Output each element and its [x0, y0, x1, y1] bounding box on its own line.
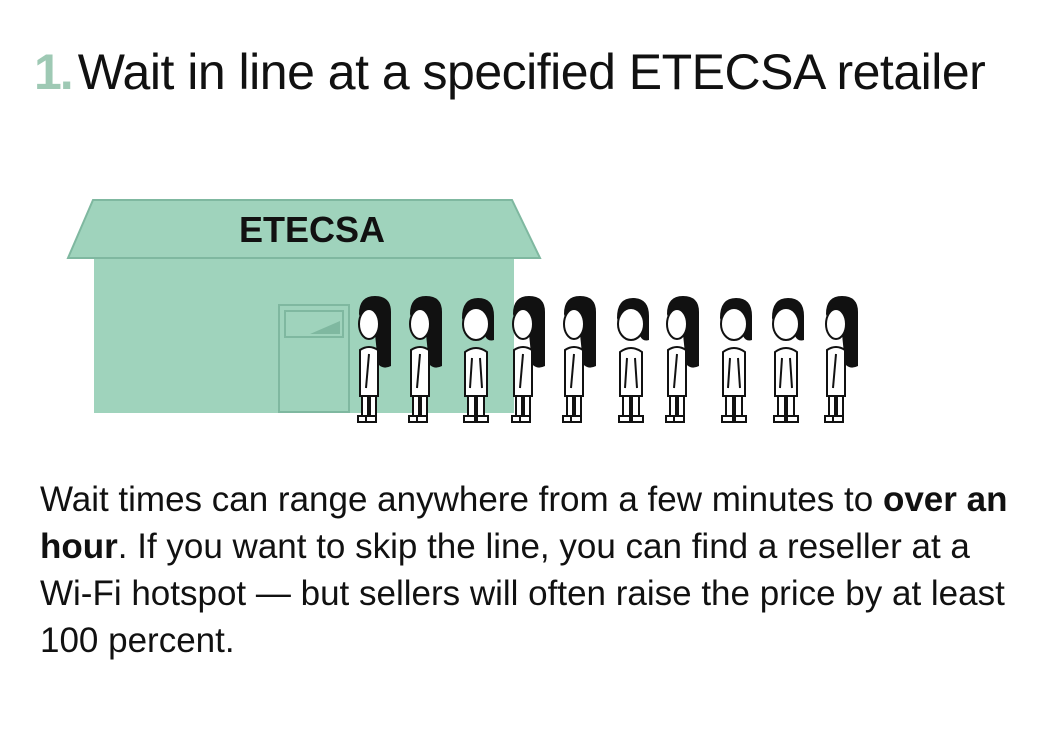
person-icon — [665, 295, 700, 423]
queue-illustration: ETECSA — [66, 199, 859, 423]
description-lead: Wait times can range anywhere from a few… — [40, 480, 874, 519]
person-icon — [771, 297, 805, 423]
description-rest: . If you want to skip the line, you can … — [40, 527, 1005, 660]
step-title: Wait in line at a specified ETECSA retai… — [77, 44, 986, 100]
store-building — [94, 258, 514, 413]
person-icon — [562, 295, 597, 423]
description-emphasis: over an hour — [40, 480, 1008, 566]
person-icon — [616, 297, 650, 423]
store-door — [278, 304, 350, 413]
store-roof — [66, 199, 542, 259]
person-icon — [824, 295, 859, 423]
step-heading: 1. Wait in line at a specified ETECSA ret… — [34, 40, 986, 104]
store-sign: ETECSA — [239, 209, 385, 250]
person-icon — [511, 295, 546, 423]
description-paragraph: Wait times can range anywhere from a few… — [40, 476, 1020, 664]
person-icon — [719, 297, 753, 423]
step-number: 1. — [34, 44, 74, 100]
